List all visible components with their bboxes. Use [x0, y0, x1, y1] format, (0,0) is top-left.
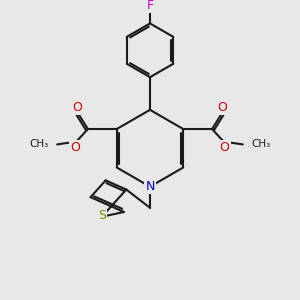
Text: O: O [220, 141, 230, 154]
Text: O: O [72, 101, 82, 114]
Text: S: S [98, 209, 106, 222]
Text: F: F [146, 0, 154, 12]
Text: N: N [145, 180, 155, 193]
Text: CH₃: CH₃ [29, 140, 49, 149]
Text: CH₃: CH₃ [251, 140, 271, 149]
Text: O: O [218, 101, 228, 114]
Text: O: O [70, 141, 80, 154]
